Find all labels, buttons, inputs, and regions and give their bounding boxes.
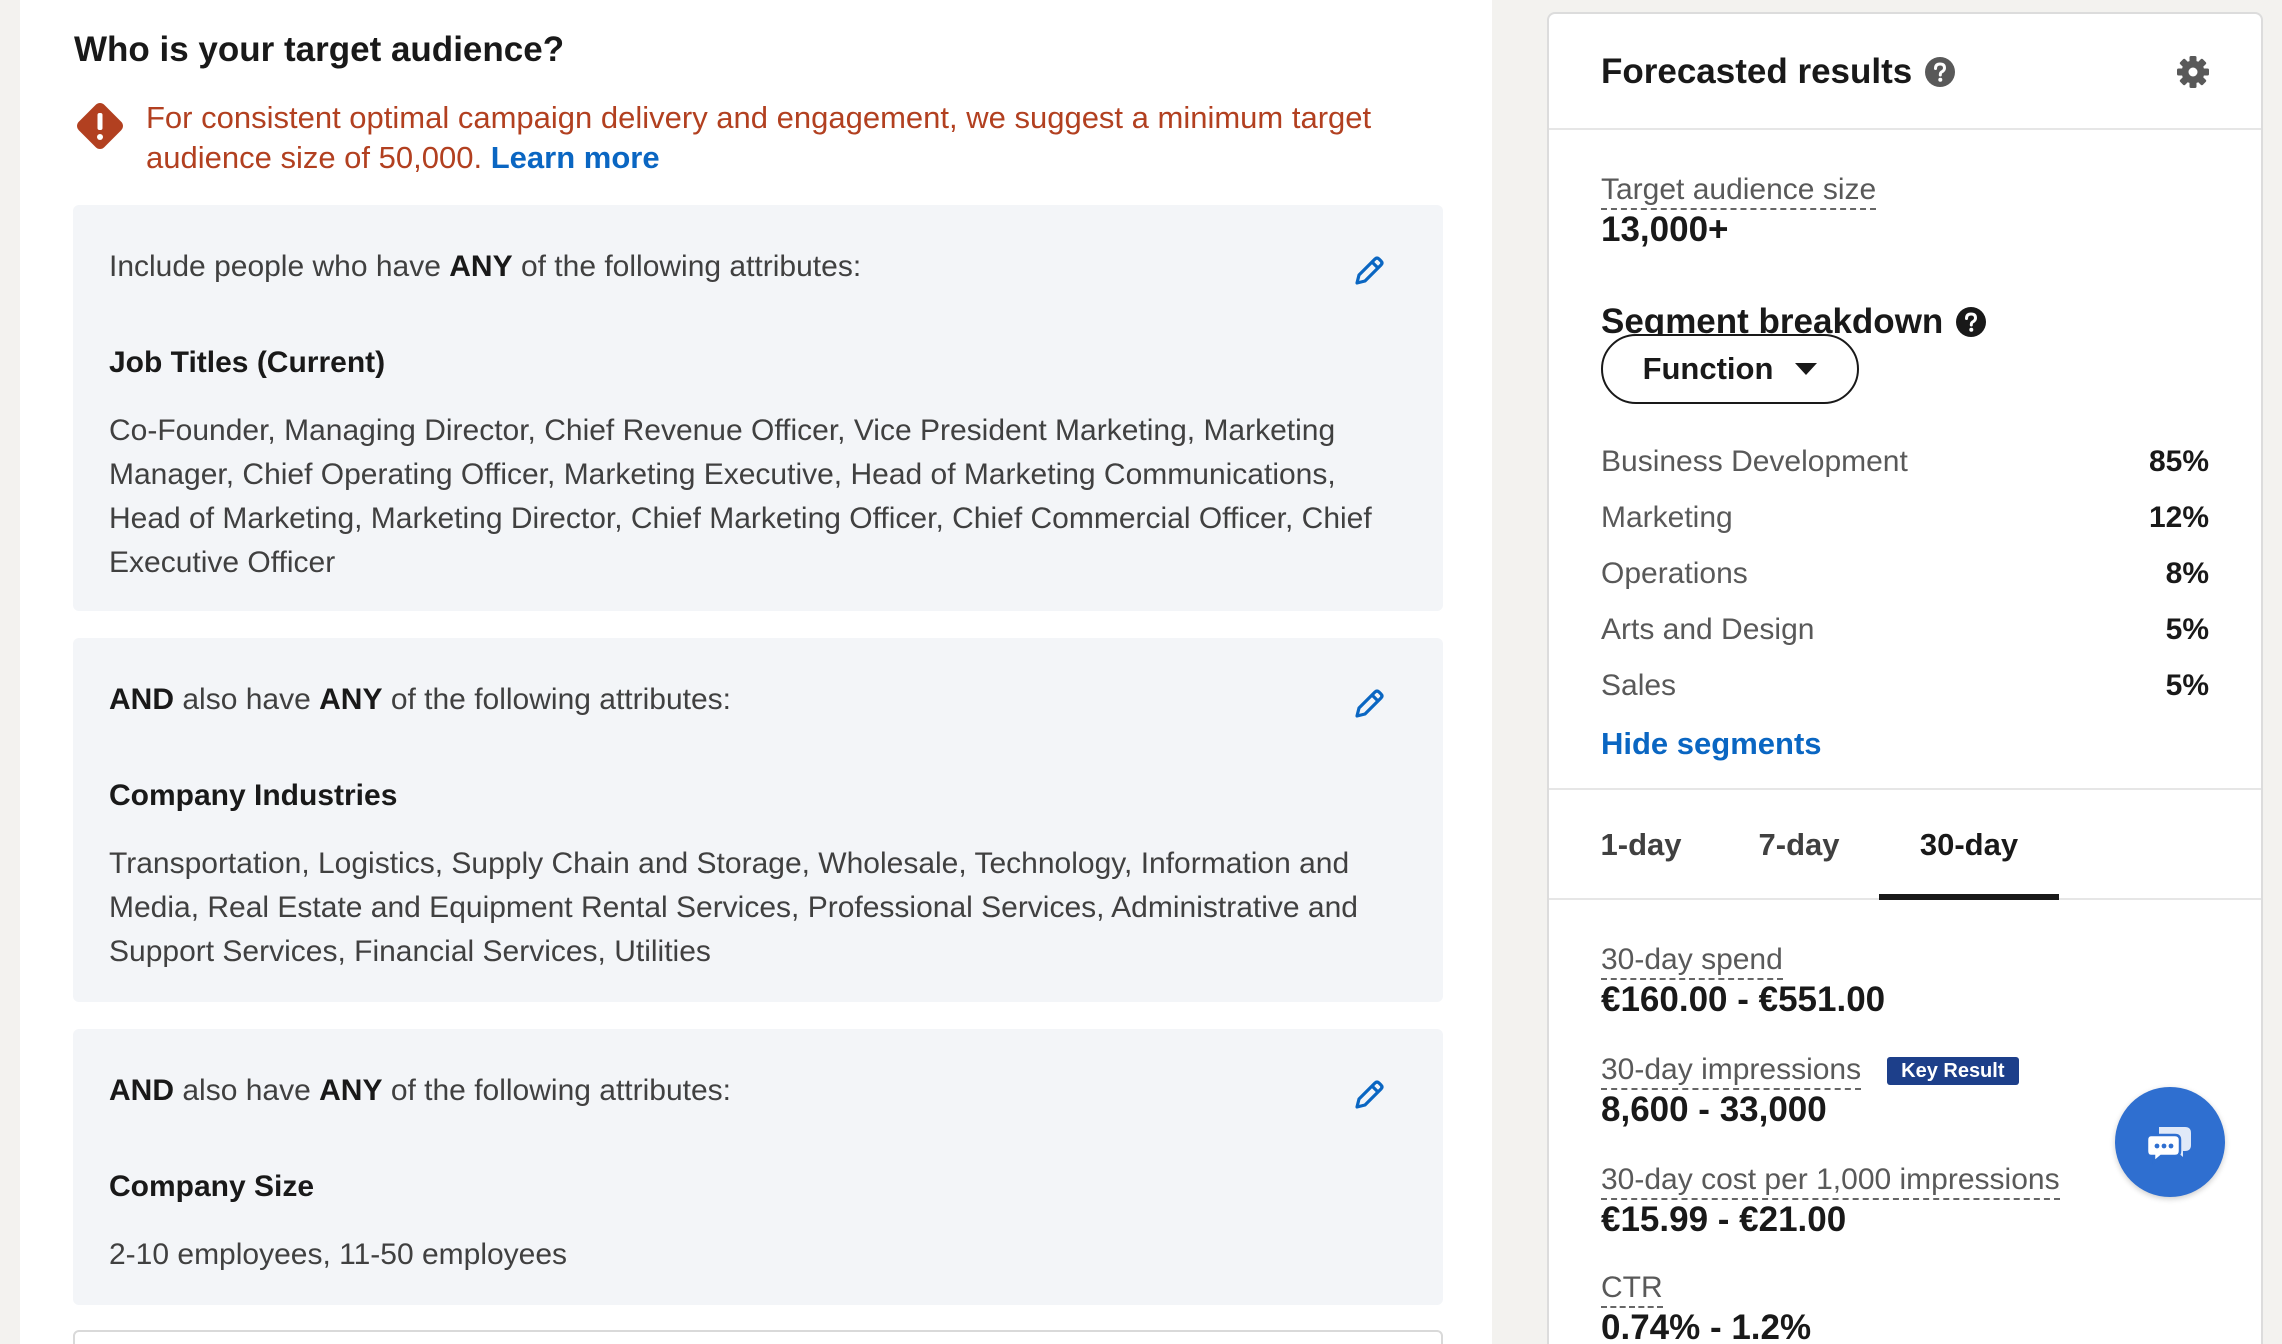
active-tab-indicator: [1879, 894, 2059, 900]
audience-size-warning: For consistent optimal campaign delivery…: [74, 98, 1464, 178]
segment-name: Marketing: [1601, 501, 1733, 534]
help-icon[interactable]: [1955, 306, 1987, 338]
impressions-label[interactable]: 30-day impressions: [1601, 1052, 1862, 1090]
criteria-category: Company Size: [109, 1170, 315, 1203]
warning-message: For consistent optimal campaign delivery…: [146, 98, 1464, 178]
learn-more-link[interactable]: Learn more: [490, 140, 660, 175]
ctr-metric: CTR 0.74% - 1.2%: [1601, 1270, 1811, 1344]
segment-name: Sales: [1601, 669, 1677, 702]
segment-row: Arts and Design 5%: [1601, 602, 2209, 658]
criteria-heading-prefix: also have: [182, 1074, 311, 1107]
criteria-card-company-size: AND also have ANY of the following attri…: [73, 1029, 1443, 1305]
forecast-title: Forecasted results: [1601, 52, 1956, 92]
segment-percent: 85%: [2148, 445, 2209, 478]
audience-size-value: 13,000+: [1601, 210, 1729, 249]
criteria-card-job-titles: Include people who have ANY of the follo…: [73, 205, 1443, 611]
target-audience-size: Target audience size 13,000+: [1601, 172, 1877, 250]
segment-row: Sales 5%: [1601, 658, 2209, 714]
criteria-heading-any: ANY: [319, 1074, 383, 1107]
help-icon[interactable]: [1924, 56, 1956, 88]
caret-down-icon: [1795, 363, 1818, 375]
segment-row: Marketing 12%: [1601, 490, 2209, 546]
criteria-card-industries: AND also have ANY of the following attri…: [73, 638, 1443, 1002]
audience-size-label[interactable]: Target audience size: [1601, 172, 1877, 210]
gear-icon[interactable]: [2175, 54, 2211, 90]
segment-name: Operations: [1601, 557, 1748, 590]
divider: [1549, 788, 2261, 790]
ctr-label[interactable]: CTR: [1601, 1270, 1663, 1308]
criteria-heading-and: AND: [109, 683, 174, 716]
impressions-value: 8,600 - 33,000: [1601, 1090, 1827, 1129]
segment-name: Business Development: [1601, 445, 1908, 478]
segment-name: Arts and Design: [1601, 613, 1815, 646]
chat-button[interactable]: [2115, 1087, 2225, 1197]
audience-panel: Who is your target audience? For consist…: [20, 0, 1492, 1344]
criteria-heading: AND also have ANY of the following attri…: [109, 680, 1407, 720]
spend-label[interactable]: 30-day spend: [1601, 942, 1783, 980]
tab-30-day[interactable]: 30-day: [1919, 827, 2019, 862]
criteria-heading: Include people who have ANY of the follo…: [109, 247, 1407, 287]
criteria-heading-prefix: Include people who have: [109, 250, 441, 283]
audience-section-title: Who is your target audience?: [74, 30, 565, 69]
spend-value: €160.00 - €551.00: [1601, 980, 1886, 1019]
segment-function-dropdown[interactable]: Function: [1601, 334, 1859, 404]
spend-metric: 30-day spend €160.00 - €551.00: [1601, 942, 1885, 1020]
key-result-badge: Key Result: [1887, 1057, 2019, 1085]
criteria-heading-prefix: also have: [182, 683, 311, 716]
forecast-period-tabs: 1-day 7-day 30-day: [1549, 790, 2261, 900]
segment-row: Operations 8%: [1601, 546, 2209, 602]
segment-percent: 8%: [2165, 557, 2209, 590]
pencil-icon[interactable]: [1351, 686, 1387, 722]
criteria-values: Transportation, Logistics, Supply Chain …: [109, 847, 1358, 968]
impressions-metric: 30-day impressions Key Result 8,600 - 33…: [1601, 1052, 2019, 1130]
pencil-icon[interactable]: [1351, 253, 1387, 289]
criteria-heading-any: ANY: [319, 683, 383, 716]
forecast-title-text: Forecasted results: [1601, 52, 1913, 91]
dropdown-selected-value: Function: [1642, 351, 1774, 386]
add-criteria-card[interactable]: [73, 1330, 1443, 1344]
criteria-values: Co-Founder, Managing Director, Chief Rev…: [109, 414, 1372, 579]
tab-7-day[interactable]: 7-day: [1758, 827, 1840, 862]
segment-percent: 5%: [2165, 669, 2209, 702]
cpm-label[interactable]: 30-day cost per 1,000 impressions: [1601, 1162, 2060, 1200]
criteria-heading-suffix: of the following attributes:: [390, 683, 732, 716]
cpm-metric: 30-day cost per 1,000 impressions €15.99…: [1601, 1162, 2060, 1240]
warning-message-text: For consistent optimal campaign delivery…: [146, 100, 1372, 175]
tab-1-day[interactable]: 1-day: [1600, 827, 1682, 862]
criteria-heading-suffix: of the following attributes:: [390, 1074, 732, 1107]
segment-percent: 12%: [2148, 501, 2209, 534]
impressions-label-row: 30-day impressions Key Result: [1601, 1052, 2019, 1090]
forecast-header: Forecasted results: [1549, 14, 2261, 130]
cpm-value: €15.99 - €21.00: [1601, 1200, 1847, 1239]
criteria-values: 2-10 employees, 11-50 employees: [109, 1238, 568, 1271]
ctr-value: 0.74% - 1.2%: [1601, 1308, 1812, 1344]
criteria-category: Job Titles (Current): [109, 346, 386, 379]
criteria-heading: AND also have ANY of the following attri…: [109, 1071, 1407, 1111]
pencil-icon[interactable]: [1351, 1077, 1387, 1113]
segment-percent: 5%: [2165, 613, 2209, 646]
segment-row: Business Development 85%: [1601, 434, 2209, 490]
criteria-heading-suffix: of the following attributes:: [520, 250, 862, 283]
chat-bubble-icon: [2145, 1127, 2191, 1165]
warning-icon: [77, 103, 123, 149]
criteria-category: Company Industries: [109, 779, 398, 812]
hide-segments-link[interactable]: Hide segments: [1601, 726, 1822, 761]
criteria-heading-any: ANY: [449, 250, 513, 283]
segment-list: Business Development 85% Marketing 12% O…: [1601, 434, 2209, 714]
criteria-heading-and: AND: [109, 1074, 174, 1107]
